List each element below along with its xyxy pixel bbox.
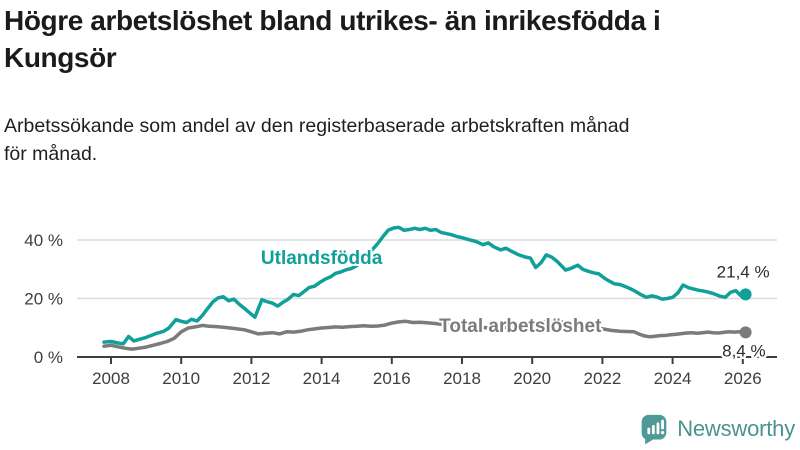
- x-tick-label: 2022: [583, 369, 621, 388]
- bar-small: [647, 427, 651, 435]
- chart-subtitle: Arbetssökande som andel av den registerb…: [4, 112, 790, 168]
- end-value-label-utlandsfodda: 21,4 %: [717, 262, 770, 281]
- series-label-utlandsfodda: Utlandsfödda: [261, 248, 383, 269]
- x-tick-label: 2010: [162, 369, 200, 388]
- series-line-total-arbetsloshet: [102, 319, 748, 351]
- x-tick-label: 2008: [92, 369, 130, 388]
- x-tick-label: 2024: [654, 369, 692, 388]
- series-end-dot-total-arbetsloshet: [739, 326, 752, 339]
- chart-subtitle-line2: för månad.: [4, 143, 98, 165]
- exclamation-dot: [661, 430, 665, 435]
- end-value-label-total-arbetsloshet: 8,4 %: [722, 341, 765, 360]
- newsworthy-icon: [641, 414, 667, 445]
- chart-title-line2: Kungsör: [4, 42, 117, 73]
- newsworthy-logo: Newsworthy: [639, 412, 795, 445]
- y-tick-label: 20 %: [24, 290, 63, 309]
- x-tick-label: 2026: [724, 369, 762, 388]
- newsworthy-wordmark: Newsworthy: [677, 415, 795, 441]
- chart-subtitle-line1: Arbetssökande som andel av den registerb…: [4, 115, 630, 137]
- x-tick-label: 2014: [303, 369, 341, 388]
- x-tick-label: 2016: [373, 369, 411, 388]
- y-tick-label: 40 %: [24, 231, 63, 250]
- series-label-total-arbetsloshet: Total arbetslöshet: [439, 316, 602, 337]
- x-tick-label: 2018: [443, 369, 481, 388]
- exclamation-stem: [661, 419, 665, 430]
- bar-medium: [652, 424, 655, 435]
- chart-title: Högre arbetslöshet bland utrikes- än inr…: [4, 2, 794, 76]
- y-tick-label: 0 %: [34, 348, 63, 367]
- series-line-utlandsfodda: [102, 225, 748, 346]
- bar-large: [656, 422, 660, 435]
- x-tick-label: 2020: [513, 369, 551, 388]
- x-tick-label: 2012: [232, 369, 270, 388]
- chart-title-line1: Högre arbetslöshet bland utrikes- än inr…: [4, 5, 661, 36]
- series-end-dot-utlandsfodda: [739, 288, 752, 301]
